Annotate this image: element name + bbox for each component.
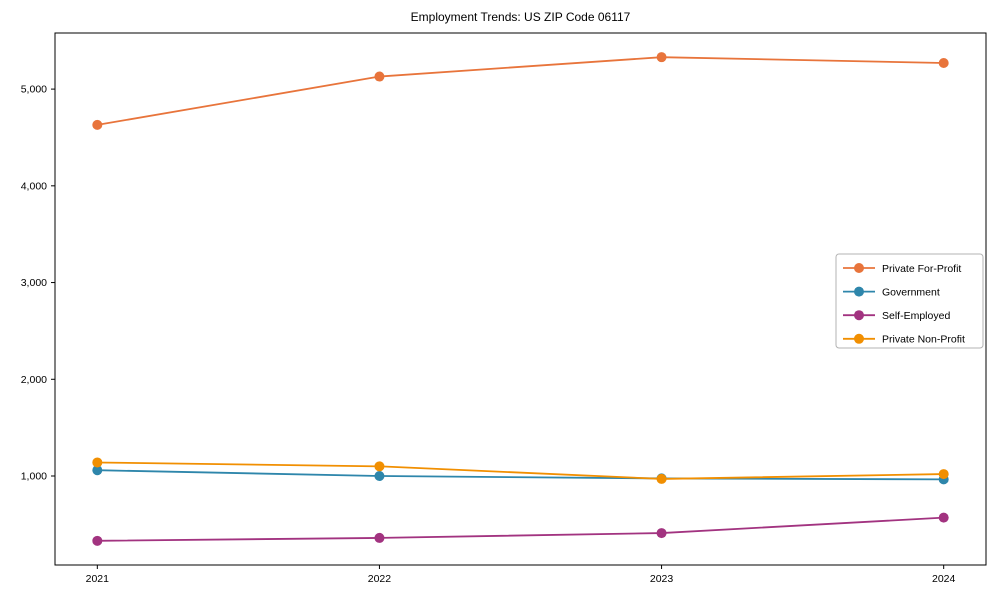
data-point [92, 119, 103, 130]
y-tick-label: 5,000 [21, 84, 47, 96]
x-tick-label: 2024 [932, 573, 956, 585]
series-line-2 [96, 516, 945, 542]
data-point [656, 52, 667, 63]
data-point [938, 57, 949, 68]
data-point [92, 535, 103, 546]
legend-label: Government [882, 286, 940, 298]
data-point [374, 71, 385, 82]
legend-label: Private Non-Profit [882, 334, 965, 346]
x-tick-label: 2022 [368, 573, 392, 585]
plot-border [54, 32, 987, 566]
legend-dot-marker-icon [854, 310, 864, 321]
data-point [92, 465, 103, 476]
data-point [938, 512, 949, 523]
data-point [656, 528, 667, 539]
legend-item-3: Private Non-Profit [843, 334, 965, 346]
legend-label: Private For-Profit [882, 263, 961, 275]
legend-dot-marker-icon [854, 333, 864, 344]
data-point [374, 471, 385, 482]
y-tick-label: 3,000 [21, 277, 47, 289]
legend: Private For-Profit Government Self-Employe… [835, 253, 984, 349]
legend-label: Self-Employed [882, 310, 950, 322]
data-point [938, 469, 949, 480]
x-tick-label: 2023 [650, 573, 674, 585]
legend-item-2: Self-Employed [843, 310, 950, 322]
data-point [374, 461, 385, 472]
y-tick-label: 4,000 [21, 180, 47, 192]
series-line-1 [96, 469, 945, 481]
legend-dot-marker-icon [854, 263, 864, 273]
data-point [656, 473, 667, 484]
y-tick-label: 1,000 [21, 471, 47, 483]
y-tick-label: 2,000 [21, 374, 47, 386]
series-line-0 [96, 56, 945, 126]
legend-item-1: Government [843, 286, 940, 298]
data-point [92, 457, 103, 468]
legend-item-0: Private For-Profit [843, 263, 961, 275]
legend-box [835, 253, 984, 349]
data-point [374, 532, 385, 543]
series-line-3 [96, 461, 945, 480]
legend-dot-marker-icon [854, 286, 864, 297]
x-tick-label: 2021 [86, 573, 110, 585]
chart-title: Employment Trends: US ZIP Code 06117 [411, 10, 631, 24]
